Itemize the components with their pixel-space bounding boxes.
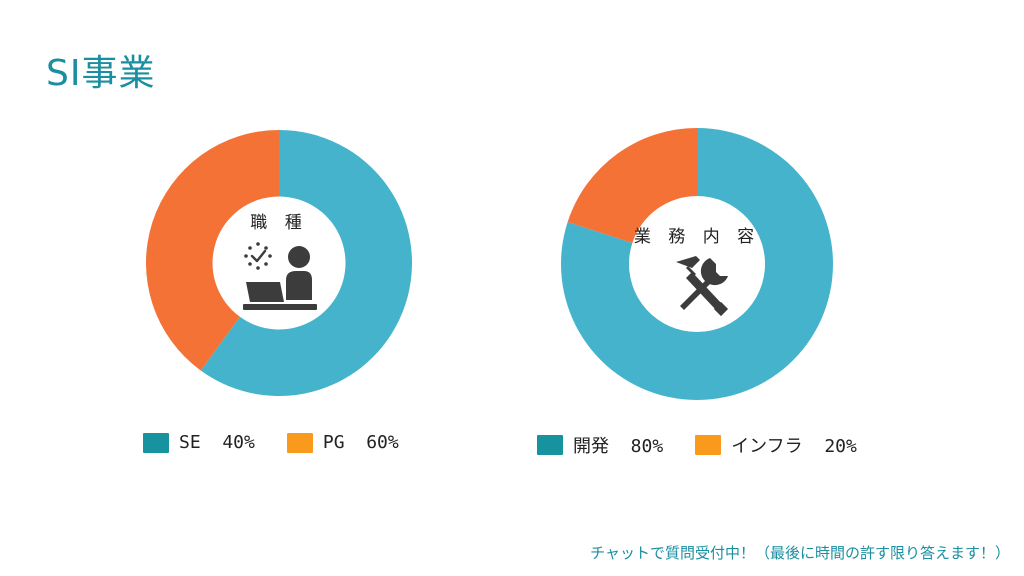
legend-swatch-infra bbox=[695, 435, 722, 455]
donut-slice-se bbox=[200, 130, 412, 396]
job-type-chart-title: 職 種 bbox=[250, 213, 308, 233]
job-type-donut-chart bbox=[146, 130, 412, 396]
legend-swatch-development bbox=[537, 435, 563, 455]
hammer-and-wrench-icon bbox=[666, 254, 732, 324]
donut-slice-development bbox=[561, 128, 833, 400]
footer-note: チャットで質問受付中！（最後に時間の許す限り答えます！） bbox=[590, 544, 1010, 562]
legend-swatch-se bbox=[143, 432, 169, 453]
legend-item-se: SE 40% bbox=[143, 432, 255, 453]
work-content-legend: 開発 80% インフラ 20% bbox=[537, 432, 889, 458]
legend-label-pg: PG 60% bbox=[322, 432, 399, 453]
legend-item-pg: PG 60% bbox=[286, 432, 399, 453]
donut-slice-pg bbox=[146, 130, 279, 371]
job-type-donut-svg bbox=[146, 130, 412, 396]
page-title: SI事業 bbox=[46, 53, 156, 94]
legend-item-development: 開発 80% bbox=[537, 432, 663, 458]
job-type-legend: SE 40% PG 60% bbox=[143, 432, 431, 453]
legend-item-infra: インフラ 20% bbox=[695, 432, 857, 458]
legend-label-se: SE 40% bbox=[179, 432, 255, 453]
person-at-laptop-icon bbox=[240, 240, 320, 320]
work-content-donut-svg bbox=[561, 128, 833, 400]
legend-label-development: 開発 80% bbox=[573, 436, 664, 457]
legend-swatch-pg bbox=[286, 432, 313, 453]
work-content-donut-chart bbox=[561, 128, 833, 400]
donut-slice-infra bbox=[567, 128, 697, 243]
legend-label-infra: インフラ 20% bbox=[731, 436, 857, 457]
work-content-chart-title: 業 務 内 容 bbox=[633, 227, 761, 247]
